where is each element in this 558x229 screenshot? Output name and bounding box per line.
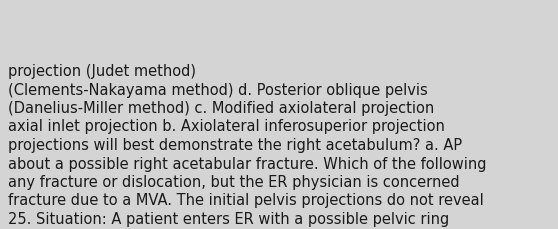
Text: 25. Situation: A patient enters ER with a possible pelvic ring: 25. Situation: A patient enters ER with … xyxy=(8,211,449,226)
Text: projection (Judet method): projection (Judet method) xyxy=(8,64,196,79)
Text: (Clements-Nakayama method) d. Posterior oblique pelvis: (Clements-Nakayama method) d. Posterior … xyxy=(8,82,428,97)
Text: axial inlet projection b. Axiolateral inferosuperior projection: axial inlet projection b. Axiolateral in… xyxy=(8,119,445,134)
Text: projections will best demonstrate the right acetabulum? a. AP: projections will best demonstrate the ri… xyxy=(8,137,462,152)
Text: any fracture or dislocation, but the ER physician is concerned: any fracture or dislocation, but the ER … xyxy=(8,174,460,189)
Text: about a possible right acetabular fracture. Which of the following: about a possible right acetabular fractu… xyxy=(8,156,487,171)
Text: fracture due to a MVA. The initial pelvis projections do not reveal: fracture due to a MVA. The initial pelvi… xyxy=(8,193,484,208)
Text: (Danelius-Miller method) c. Modified axiolateral projection: (Danelius-Miller method) c. Modified axi… xyxy=(8,101,434,115)
